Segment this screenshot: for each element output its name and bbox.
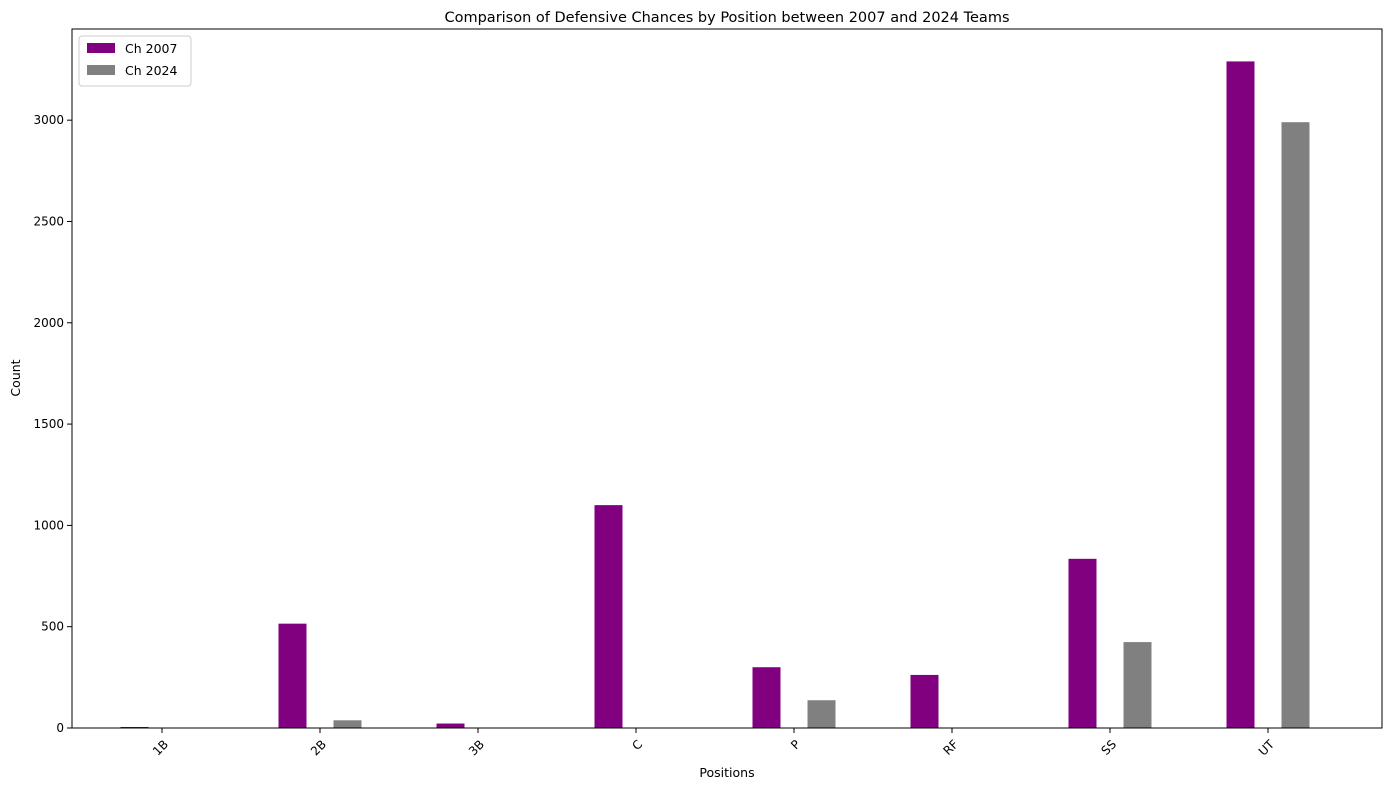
y-tick-label: 500 [41, 620, 64, 634]
bar-ch-2024-ss [1123, 642, 1152, 728]
bar-ch-2007-rf [910, 674, 939, 728]
x-tick-label-1b: 1B [150, 737, 171, 758]
bar-ch-2007-2b [278, 623, 307, 728]
bar-ch-2007-1b [120, 726, 149, 728]
bar-ch-2007-p [752, 667, 781, 728]
legend: Ch 2007 Ch 2024 [78, 35, 192, 87]
bar-ch-2007-3b [436, 723, 465, 728]
bar-ch-2024-ut [1281, 122, 1310, 728]
x-axis-label: Positions [699, 765, 754, 780]
x-tick-label-ss: SS [1098, 737, 1119, 758]
y-axis-label: Count [8, 359, 23, 396]
y-tick-label: 2500 [33, 214, 64, 228]
legend-swatch-ch-2007 [87, 43, 115, 53]
bar-ch-2007-c [594, 505, 623, 728]
x-tick-label-3b: 3B [466, 737, 487, 758]
bars [120, 61, 1310, 729]
x-tick-label-rf: RF [940, 737, 961, 758]
legend-label-ch-2007: Ch 2007 [125, 41, 177, 56]
x-tick-label-c: C [629, 737, 645, 753]
plot-frame [71, 28, 1383, 729]
y-tick-label: 1500 [33, 417, 64, 431]
bar-ch-2007-ut [1226, 61, 1255, 729]
y-tick-label: 1000 [33, 518, 64, 532]
y-tick-label: 0 [56, 721, 64, 735]
bar-ch-2024-2b [333, 720, 362, 728]
chart-title: Comparison of Defensive Chances by Posit… [444, 10, 1009, 26]
bar-ch-2024-p [807, 700, 836, 728]
x-axis: 1B 2B 3B C P RF SS UT [150, 728, 1278, 759]
x-tick-label-p: P [788, 737, 803, 752]
bar-ch-2007-ss [1068, 558, 1097, 728]
y-tick-label: 2000 [33, 316, 64, 330]
y-tick-label: 3000 [33, 113, 64, 127]
x-tick-label-2b: 2B [308, 737, 329, 758]
x-tick-label-ut: UT [1256, 737, 1278, 759]
y-axis: 0 500 1000 1500 2000 2500 3000 [33, 113, 72, 735]
legend-label-ch-2024: Ch 2024 [125, 63, 177, 78]
legend-swatch-ch-2024 [87, 65, 115, 75]
